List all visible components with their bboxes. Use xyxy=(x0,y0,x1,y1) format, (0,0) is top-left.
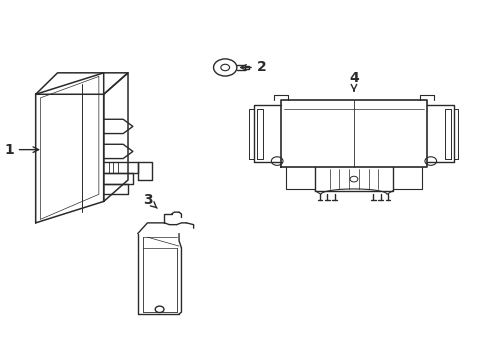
Text: 4: 4 xyxy=(348,71,358,91)
Text: 1: 1 xyxy=(4,143,39,157)
Text: 2: 2 xyxy=(240,60,266,75)
Text: 3: 3 xyxy=(142,193,157,208)
